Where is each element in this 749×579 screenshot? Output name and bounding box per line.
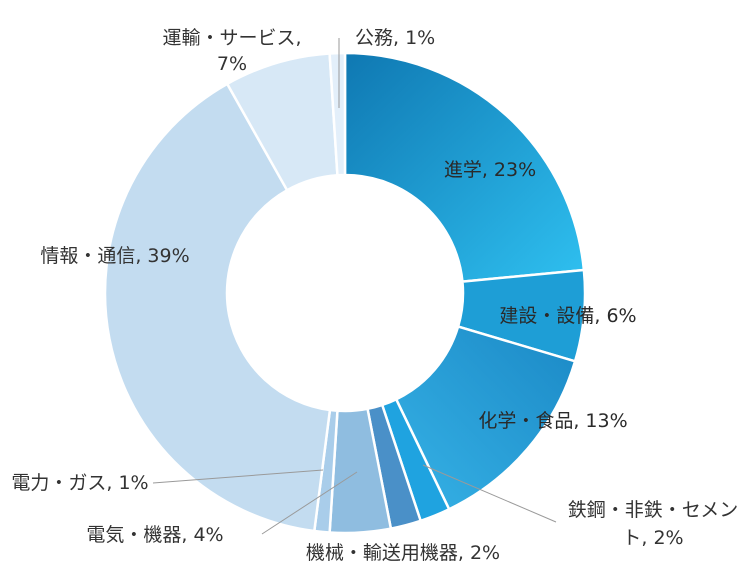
label-joho: 情報・通信, 39% bbox=[40, 245, 189, 267]
label-denryoku: 電力・ガス, 1% bbox=[11, 472, 148, 494]
leader-line-denryoku bbox=[152, 469, 324, 484]
label-unyu-line1: 運輸・サービス, bbox=[162, 27, 301, 49]
label-shingaku: 進学, 23% bbox=[444, 159, 536, 181]
slice-2 bbox=[394, 325, 577, 511]
slice-9 bbox=[328, 51, 347, 177]
donut-slices bbox=[103, 51, 587, 535]
label-unyu-line2: 7% bbox=[217, 53, 247, 75]
slice-7 bbox=[103, 82, 332, 533]
leader-line-kikai bbox=[261, 471, 358, 535]
label-tekko-line2: ト, 2% bbox=[622, 527, 683, 549]
label-kagaku: 化学・食品, 13% bbox=[478, 410, 627, 432]
label-denki: 電気・機器, 4% bbox=[86, 524, 223, 546]
label-kensetsu: 建設・設備, 6% bbox=[499, 305, 636, 327]
label-kikai: 機械・輸送用機器, 2% bbox=[306, 542, 500, 564]
slice-0 bbox=[343, 51, 586, 284]
leader-line-tekko bbox=[422, 464, 557, 523]
label-tekko-line1: 鉄鋼・非鉄・セメン bbox=[568, 499, 739, 521]
label-komu: 公務, 1% bbox=[355, 27, 435, 49]
